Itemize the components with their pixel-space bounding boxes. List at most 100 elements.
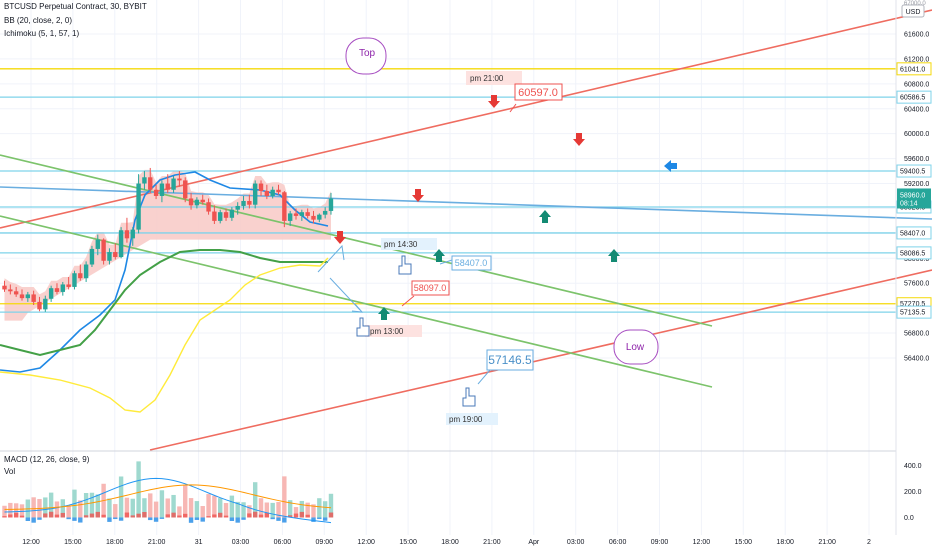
- candle-body[interactable]: [218, 212, 223, 221]
- candle-body[interactable]: [293, 213, 299, 216]
- candle-body[interactable]: [101, 239, 106, 261]
- time-tick-label: 21:00: [148, 539, 166, 546]
- candle-body[interactable]: [66, 284, 71, 287]
- candle-body[interactable]: [48, 288, 54, 299]
- support-trend-line[interactable]: [149, 269, 932, 451]
- price-tick-label: 60800.0: [904, 81, 929, 88]
- candle-body[interactable]: [241, 200, 246, 206]
- candle-body[interactable]: [118, 230, 124, 258]
- time-tag-pm2100: pm 21:00: [470, 74, 504, 83]
- top-bubble[interactable]: Top: [339, 37, 387, 75]
- level-price-tag[interactable]: [896, 164, 932, 178]
- candle-body[interactable]: [2, 285, 7, 290]
- symbol-title[interactable]: BTCUSD Perpetual Contract, 30, BYBIT: [4, 2, 147, 11]
- macd-histogram-bar: [194, 517, 200, 520]
- candle-body[interactable]: [124, 230, 130, 239]
- candle-body[interactable]: [13, 291, 19, 295]
- vol-legend[interactable]: Vol: [4, 467, 16, 476]
- macd-signal-line: [4, 484, 332, 510]
- candle-body[interactable]: [19, 294, 25, 299]
- candle-body[interactable]: [89, 248, 95, 265]
- currency-label: USD: [906, 9, 921, 16]
- candle-body[interactable]: [165, 183, 170, 190]
- current-price-tag[interactable]: [897, 188, 931, 209]
- candle-body[interactable]: [252, 183, 258, 205]
- bb-legend[interactable]: BB (20, close, 2, 0): [4, 16, 73, 25]
- candle-body[interactable]: [8, 289, 13, 292]
- candle-body[interactable]: [113, 252, 118, 258]
- candle-body[interactable]: [25, 294, 31, 299]
- candle-body[interactable]: [270, 189, 275, 196]
- candle-body[interactable]: [183, 180, 188, 199]
- horizontal-levels[interactable]: [0, 68, 896, 313]
- candle-body[interactable]: [43, 298, 48, 310]
- level-price-tag[interactable]: [896, 305, 932, 319]
- candle-body[interactable]: [72, 273, 77, 287]
- candle-body[interactable]: [188, 198, 194, 206]
- trend-channel-upper-line[interactable]: [0, 154, 713, 327]
- candle-body[interactable]: [78, 273, 83, 279]
- candle-body[interactable]: [200, 199, 205, 203]
- candles[interactable]: [2, 167, 334, 312]
- candle-body[interactable]: [148, 177, 153, 190]
- time-axis[interactable]: 12:00 15:00 18:00 21:00 31 03:00 06:00 09:00 12:…: [22, 539, 871, 546]
- candle-body[interactable]: [311, 215, 316, 220]
- level-price-tag[interactable]: [896, 62, 932, 76]
- low-bubble[interactable]: Low: [613, 329, 659, 365]
- candle-body[interactable]: [153, 189, 159, 196]
- candle-body[interactable]: [287, 213, 293, 221]
- candle-body[interactable]: [130, 229, 135, 239]
- level-price-tag[interactable]: [896, 226, 932, 240]
- price-axis[interactable]: 61600.0 61200.0 60800.0 60400.0 60000.0 59600…: [896, 32, 932, 363]
- candle-body[interactable]: [171, 178, 176, 190]
- volume-bar: [206, 494, 211, 518]
- candle-body[interactable]: [322, 210, 328, 215]
- candle-body[interactable]: [206, 202, 211, 212]
- candle-body[interactable]: [54, 288, 60, 292]
- trend-channel-lower-line[interactable]: [0, 215, 713, 388]
- candle-body[interactable]: [247, 200, 252, 205]
- level-price-tag[interactable]: [896, 246, 932, 260]
- candle-body[interactable]: [212, 211, 217, 221]
- candle-body[interactable]: [235, 205, 240, 210]
- candle-body[interactable]: [31, 294, 36, 302]
- candle-body[interactable]: [258, 183, 264, 191]
- candle-body[interactable]: [282, 192, 287, 221]
- price-tick-label: 59600.0: [904, 156, 929, 163]
- macd-histogram-bar: [13, 512, 19, 518]
- candle-body[interactable]: [142, 177, 147, 184]
- price-tick-label: 57600.0: [904, 281, 929, 288]
- candle-body[interactable]: [194, 199, 200, 206]
- volume-bar: [218, 498, 223, 518]
- candle-body[interactable]: [276, 189, 281, 193]
- candle-body[interactable]: [159, 183, 165, 196]
- candle-body[interactable]: [83, 264, 89, 279]
- time-tag-pm1430-bg: [381, 238, 437, 250]
- candle-body[interactable]: [264, 190, 270, 196]
- annotations[interactable]: Top Low pm 21:00 pm 14:30 pm 13:00 pm 19…: [317, 37, 677, 425]
- candle-body[interactable]: [305, 212, 310, 216]
- volume-bar: [282, 476, 287, 518]
- candle-body[interactable]: [60, 284, 65, 292]
- volume-bar: [200, 506, 205, 518]
- candle-body[interactable]: [317, 214, 322, 220]
- volume-bar: [223, 503, 229, 518]
- level-price-tag[interactable]: [896, 90, 932, 104]
- volume-bar: [89, 492, 95, 518]
- candle-body[interactable]: [328, 198, 334, 211]
- candle-body[interactable]: [37, 301, 42, 310]
- candle-body[interactable]: [299, 212, 305, 216]
- currency-button[interactable]: [901, 4, 925, 18]
- macd-pane[interactable]: 400.0 200.0 0.0: [2, 461, 922, 524]
- candle-body[interactable]: [223, 212, 229, 218]
- candle-body[interactable]: [95, 239, 100, 249]
- ichimoku-legend[interactable]: Ichimoku (5, 1, 57, 1): [4, 29, 80, 38]
- candle-body[interactable]: [177, 178, 182, 181]
- candle-body[interactable]: [136, 183, 141, 230]
- candle-body[interactable]: [107, 252, 112, 261]
- macd-legend[interactable]: MACD (12, 26, close, 9): [4, 455, 90, 464]
- ichimoku-base-line: [0, 249, 328, 357]
- level-price-label: 58086.5: [900, 250, 925, 257]
- candle-body[interactable]: [229, 209, 235, 218]
